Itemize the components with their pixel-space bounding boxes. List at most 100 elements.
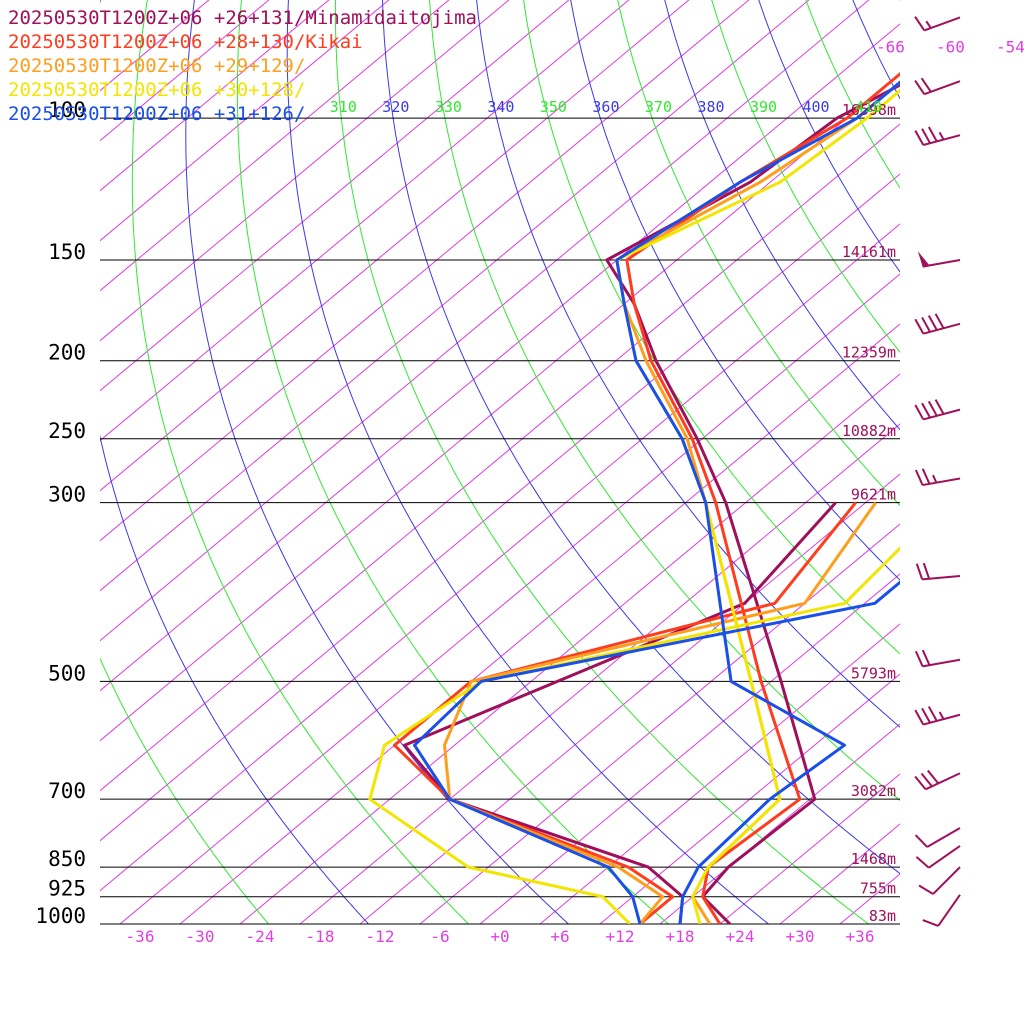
theta-line [570, 0, 900, 581]
barb-feather [914, 130, 925, 146]
barb-feather [914, 469, 924, 486]
dewpoint-line [413, 580, 900, 924]
isobar-lines [100, 117, 900, 925]
barb-pennant [917, 251, 930, 267]
barb-feather [921, 316, 931, 333]
barb-feather [921, 402, 931, 419]
theta-line [899, 0, 900, 2]
theta-label: 410 [855, 98, 882, 116]
height-label: 1468m [851, 850, 896, 868]
isotherm-line [100, 0, 810, 592]
temperature-line [615, 80, 900, 924]
wind-barb [914, 706, 961, 726]
theta-line [429, 0, 900, 801]
theta-line [944, 0, 1024, 924]
pressure-label: 850 [48, 847, 86, 871]
barb-half-feather [938, 131, 945, 141]
theta-line [334, 0, 869, 924]
barb-feather [914, 16, 926, 31]
wind-barb [914, 77, 961, 96]
barb-staff [923, 16, 961, 32]
pressure-label: 100 [48, 98, 86, 122]
isotherm-line [419, 523, 900, 924]
theta-line [185, 0, 569, 924]
isotherm-line [599, 673, 900, 924]
wind-barb [914, 399, 961, 421]
barb-feather [914, 404, 925, 420]
x-tick-label: -24 [246, 927, 275, 946]
theta-line [131, 0, 469, 924]
theta-line [100, 657, 269, 924]
x-tick-label: -36 [126, 927, 155, 946]
barb-staff [923, 80, 961, 96]
isotherm-line [100, 0, 750, 542]
isotherm-line [100, 0, 690, 492]
height-label: 16598m [842, 101, 896, 119]
theta-line [523, 0, 900, 655]
barb-feather [914, 79, 926, 95]
barb-feather [922, 919, 939, 927]
theta-label: 380 [697, 98, 724, 116]
legend-entry: 20250530T1200Z+06 +29+129/ [8, 55, 306, 77]
barb-feather [927, 315, 938, 331]
isotherm-line [100, 0, 630, 442]
wind-barb [918, 866, 961, 895]
barb-feather [927, 126, 938, 142]
theta-line [382, 0, 900, 875]
isotherm-line [479, 573, 900, 924]
wind-barb [914, 126, 961, 146]
x-tick-label: +12 [606, 927, 635, 946]
barb-feather [922, 562, 931, 580]
barb-feather [914, 318, 925, 335]
isotherm-line [539, 623, 900, 924]
isotherm-line [359, 473, 900, 924]
legend-entry: 20250530T1200Z+06 +30+128/ [8, 79, 306, 101]
barb-feather [934, 399, 945, 415]
isotherm-line [239, 373, 900, 924]
height-label: 12359m [842, 344, 896, 362]
isotherm-line [100, 173, 900, 842]
x-tick-label: -18 [306, 927, 335, 946]
isotherm-line [100, 0, 870, 642]
isotherm-line [100, 0, 510, 342]
dewpoint-line [443, 501, 877, 924]
wind-barb [914, 468, 961, 487]
barb-feather [914, 709, 925, 726]
theta-label: 330 [435, 98, 462, 116]
pressure-label: 700 [48, 779, 86, 803]
barb-feather [921, 468, 931, 485]
barb-half-feather [932, 474, 938, 484]
wind-barb [914, 313, 961, 335]
theta-label: 340 [487, 98, 514, 116]
wind-barb [915, 845, 961, 869]
wind-barb [922, 894, 961, 927]
dewpoint-line [368, 546, 900, 924]
theta-line [990, 0, 1024, 924]
x-tick-label: +24 [726, 927, 755, 946]
isotherm-line [100, 0, 450, 292]
legend-entry: 20250530T1200Z+06 +26+131/Minamidaitojim… [8, 7, 477, 29]
barb-feather [927, 400, 938, 417]
barb-feather [918, 884, 934, 895]
barb-feather [927, 769, 940, 784]
barb-feather [914, 650, 924, 667]
pressure-label: 250 [48, 419, 86, 443]
isotherm-line [100, 0, 570, 392]
barb-feather [927, 706, 938, 722]
theta-label: 390 [750, 98, 777, 116]
x-tick-label: +18 [666, 927, 695, 946]
x-tick-label: +36 [846, 927, 875, 946]
wind-barb [914, 649, 961, 668]
height-label: 83m [869, 907, 896, 925]
barb-staff [926, 827, 961, 848]
pressure-label: 1000 [35, 904, 86, 928]
x-tick-label: -30 [186, 927, 215, 946]
x-tick-label: +6 [550, 927, 569, 946]
height-label: 9621m [851, 486, 896, 504]
wind-barb [917, 251, 961, 268]
dewpoint-line [393, 501, 857, 924]
barb-feather [914, 834, 928, 848]
barb-feather [921, 649, 931, 666]
pressure-label: 300 [48, 483, 86, 507]
